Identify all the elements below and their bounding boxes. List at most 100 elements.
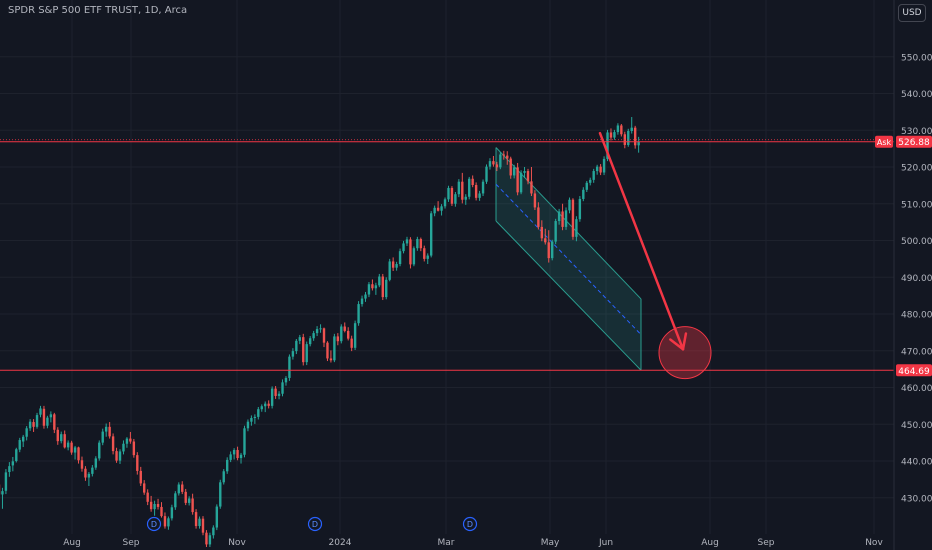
candle-body <box>104 426 108 432</box>
candle-body <box>136 455 139 471</box>
candle-body <box>191 498 194 513</box>
candle-body <box>364 294 367 299</box>
time-tick-label: Sep <box>758 538 775 548</box>
candle-body <box>250 418 253 422</box>
candle-body <box>66 442 70 448</box>
candle-body <box>599 166 602 173</box>
candle-body <box>436 207 440 211</box>
candle-body <box>298 337 302 341</box>
candle-body <box>174 493 177 508</box>
price-tick-label: 450.00 <box>901 421 932 431</box>
time-tick-label: Nov <box>228 538 246 548</box>
time-tick-label: Nov <box>865 538 883 548</box>
candle-body <box>502 154 505 156</box>
dividend-marker[interactable]: D <box>146 516 162 532</box>
price-label-value: 526.88 <box>898 138 930 148</box>
candle-body <box>616 125 620 133</box>
candle-body <box>395 264 398 268</box>
candle-body <box>15 449 18 461</box>
candle-body <box>25 428 28 437</box>
candle-body <box>315 329 319 334</box>
candle-body <box>167 518 170 527</box>
candle-body <box>246 421 250 429</box>
candle-body <box>91 467 94 474</box>
candle-body <box>56 429 59 442</box>
candle-body <box>447 187 450 200</box>
candle-body <box>312 333 315 339</box>
candle-body <box>291 351 295 357</box>
candle-body <box>402 243 405 252</box>
candle-body <box>232 449 236 455</box>
channel-upper-line[interactable] <box>495 147 642 300</box>
candle-body <box>302 337 305 363</box>
price-tick-label: 520.00 <box>901 164 932 174</box>
price-label-box <box>896 364 932 377</box>
candle-body <box>353 323 357 348</box>
candle-body <box>350 338 353 348</box>
channel-lower-line[interactable] <box>495 220 642 371</box>
candle-body <box>506 155 509 159</box>
candle-body <box>419 239 423 249</box>
candle-body <box>544 238 547 243</box>
candle-body <box>343 326 346 331</box>
candle-body <box>461 181 464 200</box>
candle-body <box>557 211 561 222</box>
candle-body <box>561 211 564 227</box>
arrow-head <box>669 338 685 351</box>
candle-body <box>63 434 66 448</box>
price-tick-label: 530.00 <box>901 127 932 137</box>
candle-body <box>620 125 623 135</box>
parallel-channel[interactable] <box>495 147 642 371</box>
candle-body <box>374 285 378 289</box>
price-tick-label: 440.00 <box>901 458 932 468</box>
candle-body <box>564 210 568 227</box>
candle-body <box>118 451 122 461</box>
candle-body <box>187 498 191 503</box>
price-tick-label: 460.00 <box>901 384 932 394</box>
price-label-box <box>896 135 932 148</box>
candle-body <box>98 442 101 459</box>
candle-body <box>1 491 4 495</box>
candle-body <box>73 447 77 453</box>
candle-body <box>388 261 391 280</box>
currency-button[interactable]: USD <box>898 4 926 22</box>
candle-body <box>222 471 225 483</box>
ask-tag-label: Ask <box>877 138 892 147</box>
candles <box>0 117 640 547</box>
arrow-shaft[interactable] <box>598 131 685 351</box>
candle-body <box>111 436 115 452</box>
projection-arrow[interactable] <box>598 131 712 380</box>
candle-body <box>39 408 42 415</box>
candle-body <box>478 193 481 198</box>
candle-body <box>519 172 523 193</box>
candle-body <box>488 161 492 167</box>
horizontal-lines[interactable]: 526.88 Ask 464.69 <box>0 135 932 377</box>
candle-body <box>347 330 350 339</box>
candle-body <box>156 503 160 507</box>
price-axis[interactable]: 550.00 540.00 530.00 520.00 510.00 500.00 490.… <box>893 0 932 550</box>
dividend-marker-label: D <box>467 520 473 529</box>
candle-body <box>11 461 15 466</box>
candle-body <box>633 127 637 146</box>
candle-body <box>474 185 478 198</box>
ask-tag-box <box>875 135 893 148</box>
candle-body <box>53 414 56 430</box>
time-axis[interactable]: Aug Sep Nov 2024 Mar May Jun Aug Sep Nov <box>63 538 883 548</box>
candle-body <box>305 344 308 363</box>
candle-body <box>264 403 267 407</box>
candle-body <box>367 284 371 295</box>
candle-body <box>212 527 215 536</box>
dividend-marker[interactable]: D <box>307 516 323 532</box>
candle-body <box>281 382 284 394</box>
dividend-marker[interactable]: D <box>462 516 478 532</box>
candle-body <box>257 409 260 417</box>
candle-body <box>219 482 222 507</box>
candle-body <box>170 507 174 519</box>
chart-title: SPDR S&P 500 ETF TRUST, 1D, Arca <box>8 5 188 16</box>
candle-body <box>381 276 384 298</box>
candle-body <box>201 518 205 533</box>
candle-body <box>378 276 381 286</box>
candle-body <box>274 388 277 396</box>
